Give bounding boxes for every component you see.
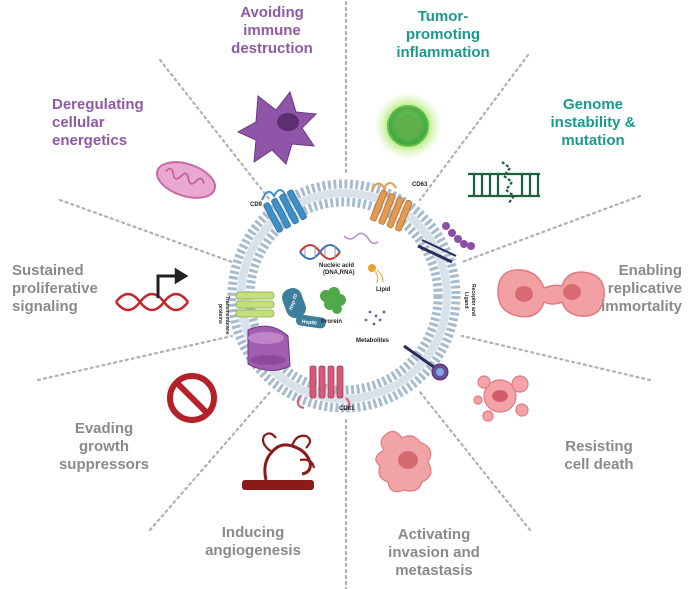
receptor-beads-icon: [417, 222, 475, 264]
hsp70-label: Hsp-70: [288, 293, 299, 311]
green-transmembrane-icon: [235, 291, 275, 318]
cd9-label: CD9: [250, 202, 263, 208]
svg-text:Transmembrane: Transmembrane: [224, 296, 230, 335]
hsp90-icon: [295, 314, 326, 329]
inflammation-cell-icon: [374, 92, 442, 160]
exosome-outer-heads: [227, 179, 461, 413]
transmembrane-label: Transmembrane proteins: [217, 296, 230, 335]
hallmark-activating-invasion-metastasis: Activating invasion and metastasis: [388, 526, 480, 579]
nucleic-acid-label: Nucleic acid (DNA,RNA): [319, 263, 355, 276]
cd9-protein-icon: [261, 189, 307, 233]
divider-right-lower: [460, 334, 652, 382]
divider-left-lower: [36, 334, 234, 382]
hallmark-genome-instability-mutation: Genome instability & mutation: [550, 96, 636, 149]
cd81-protein-icon: [296, 365, 351, 411]
receptor-ligand-icon: [403, 344, 449, 381]
angiogenesis-vessel-icon: [242, 432, 316, 490]
divider-right-upper: [460, 194, 642, 264]
svg-text:Receptor and: Receptor and: [470, 284, 476, 316]
receptor-ligand-label: Receptor and Ligand: [463, 284, 476, 316]
hallmark-deregulating-cellular-energetics: Deregulating cellular energetics: [52, 96, 144, 149]
cd81-label: CD81: [339, 406, 355, 412]
purple-transmembrane-icon: [247, 325, 291, 371]
svg-text:Ligand: Ligand: [463, 292, 469, 308]
hallmark-enabling-replicative-immortality: Enabling replicative immortality: [601, 262, 682, 315]
cell-death-icon: [473, 375, 529, 422]
nucleic-acid-icon: [299, 232, 379, 260]
lipid-label: Lipid: [376, 287, 391, 293]
svg-text:proteins: proteins: [217, 304, 223, 324]
radial-dividers: [36, 0, 652, 589]
immune-cell-icon: [236, 90, 318, 165]
protein-icon: [320, 287, 346, 314]
exosome-inner-heads: [245, 197, 443, 395]
stop-sign-icon: [167, 373, 217, 423]
divider-bottom-left: [148, 390, 272, 532]
hallmark-evading-growth-suppressors: Evading growth suppressors: [58, 420, 150, 473]
metabolites-label: Metabolites: [356, 338, 390, 344]
hsp70-icon: [282, 288, 306, 318]
hallmark-resisting-cell-death: Resisting cell death: [564, 438, 634, 473]
hallmark-avoiding-immune-destruction: Avoiding immune destruction: [231, 4, 313, 57]
divider-top-right: [418, 53, 530, 202]
divider-bottom-right: [418, 390, 532, 532]
hallmark-inducing-angiogenesis: Inducing angiogenesis: [205, 524, 301, 559]
cd63-label: CD63: [412, 182, 428, 188]
genome-dna-icon: [468, 161, 540, 205]
mitochondria-icon: [156, 161, 216, 199]
hallmark-tumor-promoting-inflammation: Tumor- promoting inflammation: [396, 8, 490, 61]
hallmark-sustained-proliferative-signaling: Sustained proliferative signaling: [12, 262, 98, 315]
cd63-protein-icon: [370, 182, 413, 232]
protein-label: Prorein: [321, 319, 342, 325]
lipid-icon: [368, 264, 384, 284]
metabolites-icon: [364, 310, 386, 326]
divider-left-upper: [58, 198, 234, 264]
proliferative-dna-icon: [115, 267, 189, 312]
divider-top-left: [158, 58, 272, 202]
replicative-cells-icon: [497, 269, 605, 318]
hsp90-label: Hsp90: [301, 319, 317, 327]
invasion-cell-icon: [375, 430, 432, 493]
